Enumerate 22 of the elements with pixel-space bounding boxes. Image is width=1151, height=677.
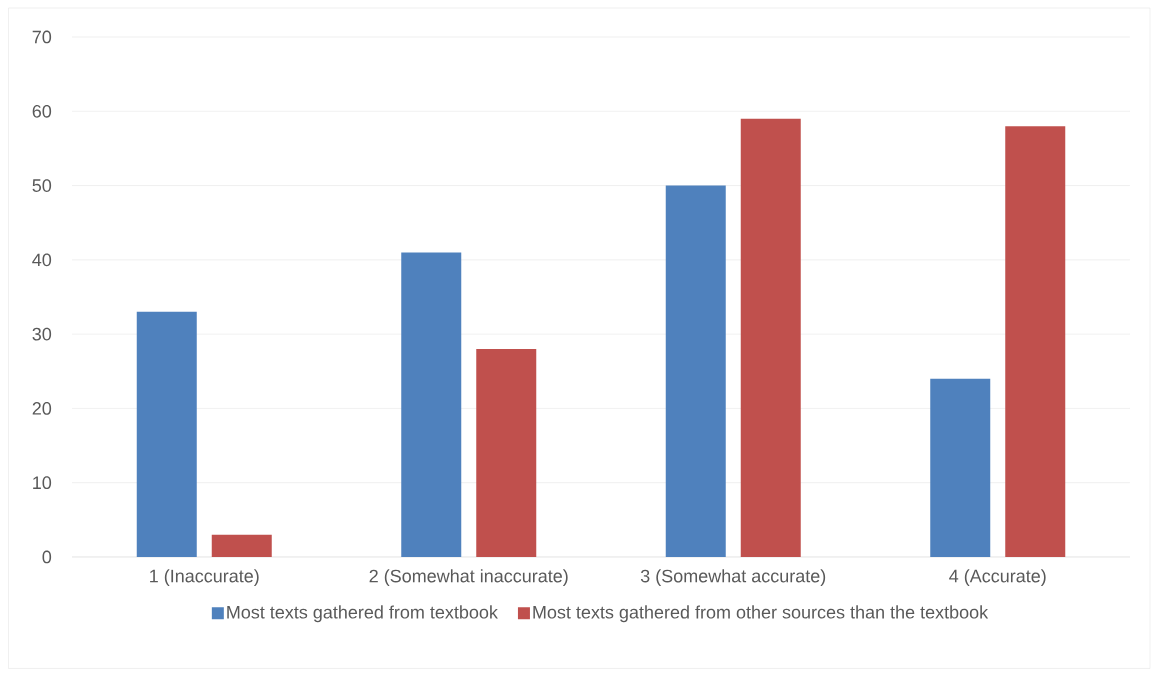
y-tick-label: 40: [32, 253, 52, 267]
bar: [476, 348, 537, 557]
bar: [211, 534, 272, 557]
y-tick-label: 10: [33, 476, 52, 490]
bar: [1005, 126, 1066, 557]
y-tick-label: 20: [32, 402, 52, 415]
bar: [665, 185, 726, 557]
legend-label: Most texts gathered from textbook: [227, 605, 498, 623]
y-tick-label: 0: [42, 550, 52, 564]
x-tick-label: 3 (Somewhat accurate): [640, 569, 826, 586]
y-tick-label: 70: [32, 30, 52, 44]
y-tick-label: 60: [32, 104, 52, 118]
x-tick-label: 1 (Inaccurate): [150, 569, 259, 586]
x-tick-label: 4 (Accurate): [949, 569, 1046, 586]
bar: [136, 311, 197, 557]
x-tick-label: 2 (Somewhat inaccurate): [369, 569, 568, 586]
y-tick-label: 30: [32, 327, 52, 341]
bar: [740, 118, 801, 557]
y-tick-label: 50: [32, 179, 52, 192]
legend-label: Most texts gathered from other sources than the textbook: [533, 605, 989, 623]
bar: [401, 252, 462, 557]
bar: [930, 378, 991, 557]
